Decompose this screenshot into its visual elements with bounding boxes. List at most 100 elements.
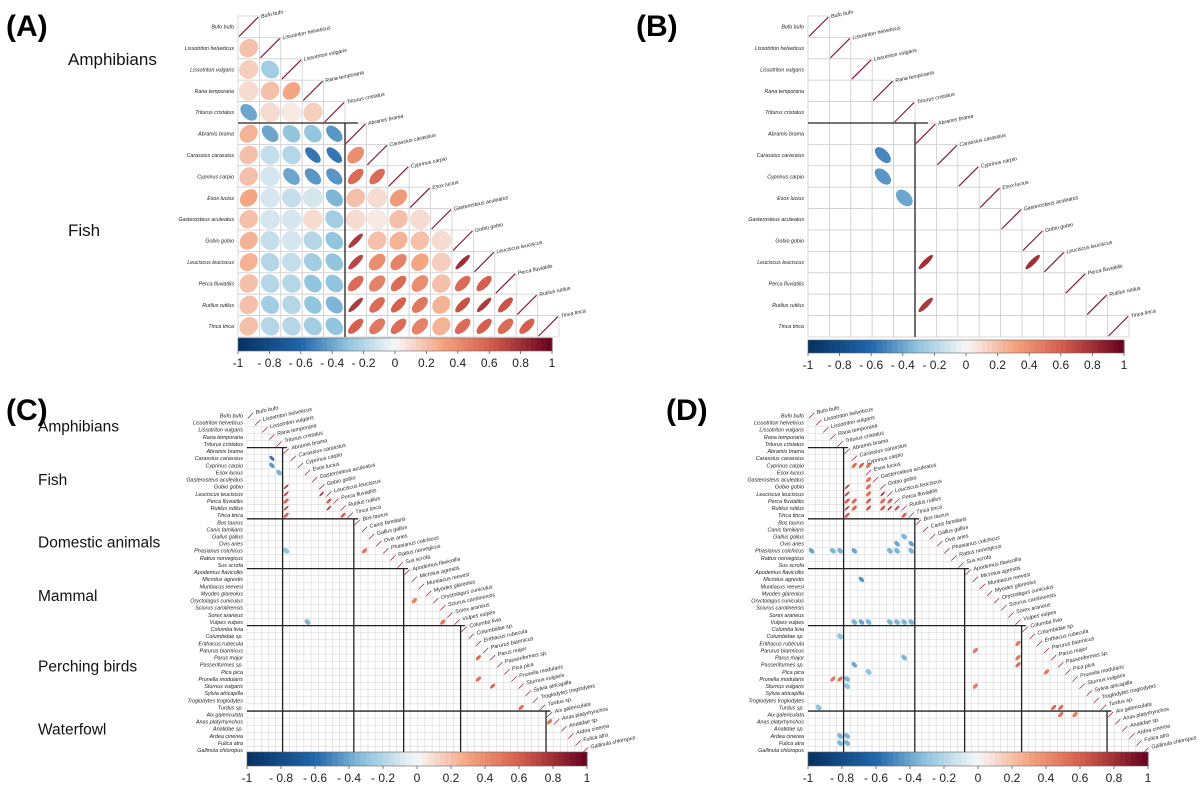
grid-cell xyxy=(907,732,915,740)
grid-cell xyxy=(893,315,916,338)
grid-cell xyxy=(992,618,1001,626)
grid-cell xyxy=(814,618,823,626)
diagonal-mark xyxy=(283,448,289,454)
grid-cell xyxy=(367,568,376,576)
grid-cell xyxy=(367,682,376,690)
grid-cell xyxy=(879,589,887,598)
grid-cell xyxy=(303,589,312,598)
grid-cell xyxy=(389,725,397,733)
diagonal-mark xyxy=(297,462,304,469)
grid-cell xyxy=(289,632,298,641)
grid-cell xyxy=(289,682,298,690)
grid-cell xyxy=(261,461,269,470)
grid-cell xyxy=(950,739,958,747)
grid-cell xyxy=(253,433,262,441)
grid-cell xyxy=(318,554,326,562)
grid-cell xyxy=(410,661,419,669)
group-label: Fish xyxy=(68,221,100,240)
panel-3-ellipses xyxy=(269,455,553,725)
row-label: Columba livia xyxy=(211,627,243,633)
corr-ellipse xyxy=(325,317,344,336)
corr-ellipse xyxy=(367,188,387,208)
grid-cell xyxy=(467,710,476,719)
grid-cell xyxy=(275,689,283,697)
grid-cell xyxy=(1007,710,1015,719)
grid-cell xyxy=(339,582,347,591)
grid-cell xyxy=(822,483,830,491)
grid-cell xyxy=(1007,703,1015,712)
grid-cell xyxy=(871,497,880,505)
diagonal-mark xyxy=(575,740,581,746)
grid-cell xyxy=(900,646,908,655)
grid-cell xyxy=(275,475,283,484)
grid-cell xyxy=(253,440,262,448)
grid-cell xyxy=(829,143,852,167)
colorbar-segment xyxy=(541,338,548,351)
grid-cell xyxy=(253,554,262,562)
diagonal-mark xyxy=(409,187,431,209)
grid-cell xyxy=(871,675,880,683)
corr-ellipse xyxy=(345,209,366,230)
grid-cell xyxy=(935,668,944,676)
grid-cell xyxy=(836,461,844,470)
colorbar-segment xyxy=(247,752,254,766)
grid-cell xyxy=(1078,689,1086,697)
grid-cell xyxy=(829,101,852,124)
colorbar-segment xyxy=(564,752,571,766)
grid-cell xyxy=(807,639,816,648)
row-label: Bufo bufo xyxy=(781,25,804,31)
grid-cell xyxy=(843,632,851,641)
row-label: Triturus cristatus xyxy=(204,442,244,448)
grid-cell xyxy=(1042,717,1051,726)
grid-cell xyxy=(886,582,894,591)
grid-cell xyxy=(275,447,283,455)
grid-cell xyxy=(829,604,837,612)
grid-cell xyxy=(353,632,362,641)
corr-ellipse xyxy=(303,253,322,272)
colorbar-segment xyxy=(395,338,401,351)
grid-cell xyxy=(496,668,504,676)
grid-cell xyxy=(1099,732,1108,740)
grid-cell xyxy=(886,632,894,641)
grid-cell xyxy=(1007,689,1015,697)
panel-2-colorbar: -1- 0.8- 0.6- 0.4- 0.2 0 0.2 0.4 0.6 0.8 1 xyxy=(803,339,1128,372)
grid-cell xyxy=(879,696,887,705)
corr-ellipse xyxy=(851,661,858,668)
grid-cell xyxy=(460,689,468,697)
grid-cell xyxy=(807,539,816,548)
corr-ellipse xyxy=(347,146,365,164)
row-label: Apodemus flavicollis xyxy=(193,570,243,576)
grid-cell xyxy=(964,639,972,648)
grid-cell xyxy=(829,717,837,726)
grid-cell xyxy=(836,710,844,719)
grid-cell xyxy=(339,689,347,697)
grid-cell xyxy=(360,661,369,669)
grid-cell xyxy=(282,639,290,648)
corr-ellipse xyxy=(440,619,446,625)
colorbar-tick-label: 0.4 xyxy=(477,771,494,785)
grid-cell xyxy=(424,618,433,626)
grid-cell xyxy=(1000,725,1008,733)
grid-cell xyxy=(893,639,901,648)
grid-cell xyxy=(360,539,369,548)
grid-cell xyxy=(964,682,972,690)
grid-cell xyxy=(467,653,476,662)
grid-cell xyxy=(310,696,319,705)
row-label: Leuciscus leuciscus xyxy=(187,260,234,266)
grid-cell xyxy=(857,582,866,591)
grid-cell xyxy=(914,668,923,676)
grid-cell xyxy=(396,675,404,683)
colorbar-segment xyxy=(383,752,390,766)
grid-cell xyxy=(921,703,930,712)
grid-cell xyxy=(282,646,290,655)
grid-cell xyxy=(296,589,305,598)
grid-cell xyxy=(886,668,894,676)
grid-cell xyxy=(907,582,915,591)
colorbar-segment xyxy=(908,340,914,353)
grid-cell xyxy=(318,653,326,662)
grid-cell xyxy=(289,689,298,697)
grid-cell xyxy=(943,661,951,669)
colorbar-segment xyxy=(337,338,344,351)
grid-cell xyxy=(843,561,851,569)
grid-cell xyxy=(871,596,880,605)
